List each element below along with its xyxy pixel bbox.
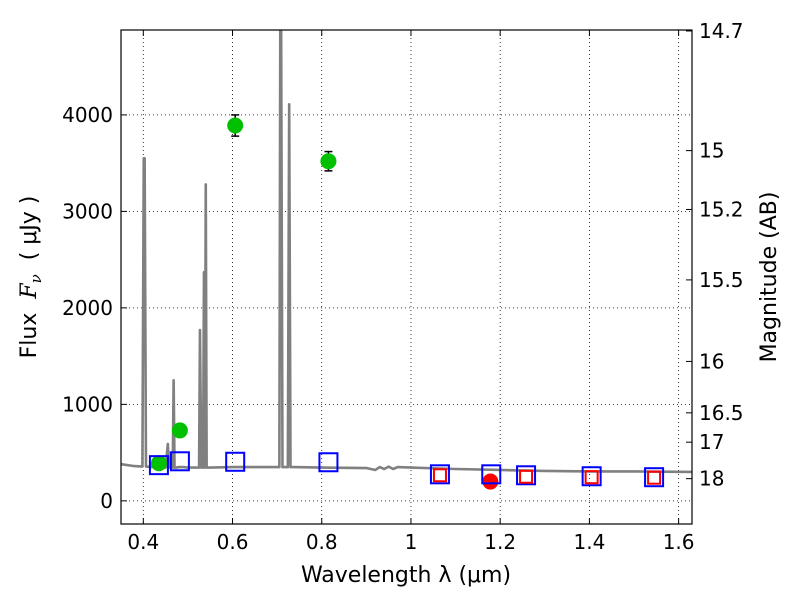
- photometry-point: [150, 455, 167, 472]
- axis-ticks: 0.4 0.6 0.8 1 1.2 1.4 1.6 0 1000 2000 3000 4000 14.7…: [62, 19, 743, 554]
- model-photometry-marker: [148, 455, 169, 476]
- x-tick-label: 0.6: [217, 530, 249, 554]
- model-photometry-marker: [169, 451, 190, 472]
- y-tick-label: 2000: [62, 296, 113, 320]
- model-photometry-marker: [225, 451, 246, 472]
- photometry-point: [227, 117, 244, 134]
- mag-tick-label: 17: [699, 430, 724, 454]
- model-photometry-marker-red: [519, 469, 534, 484]
- mag-tick-label: 15.5: [699, 268, 744, 292]
- mag-tick-label: 15.2: [699, 197, 744, 221]
- y-tick-label: 3000: [62, 199, 113, 223]
- y-axis-label: Flux Fν ( μJy ): [17, 196, 45, 359]
- x-tick-label: 0.4: [127, 530, 159, 554]
- mag-tick-label: 15: [699, 139, 724, 163]
- model-photometry-marker: [318, 452, 339, 473]
- x-tick-label: 1.4: [573, 530, 605, 554]
- plot-frame: [120, 29, 693, 525]
- x-tick-label: 1.2: [484, 530, 516, 554]
- model-photometry-marker: [429, 464, 450, 485]
- model-photometry-marker-red: [584, 470, 599, 485]
- mag-tick-label: 18: [699, 467, 724, 491]
- model-photometry-marker: [516, 465, 537, 486]
- x-tick-label: 0.8: [306, 530, 338, 554]
- mag-tick-label: 16: [699, 349, 724, 373]
- y-tick-label: 1000: [62, 392, 113, 416]
- model-photometry-marker: [481, 464, 502, 485]
- x-axis-label: Wavelength λ (μm): [301, 563, 511, 588]
- model-photometry-marker-red: [647, 470, 662, 485]
- plot-data: [121, 30, 692, 490]
- mag-tick-label: 14.7: [699, 19, 744, 43]
- model-photometry-marker: [581, 466, 602, 487]
- model-photometry-marker: [644, 467, 665, 488]
- y-tick-label: 0: [100, 489, 113, 513]
- upper-limit-point: [482, 473, 499, 490]
- x-tick-label: 1.6: [663, 530, 695, 554]
- photometry-point: [171, 422, 188, 439]
- x-tick-label: 1: [405, 530, 418, 554]
- y-tick-label: 4000: [62, 103, 113, 127]
- y2-axis-label: Magnitude (AB): [757, 192, 782, 363]
- photometry-point: [320, 153, 337, 170]
- model-photometry-marker-red: [432, 468, 447, 483]
- mag-tick-label: 16.5: [699, 401, 744, 425]
- model-spectrum-line: [121, 30, 692, 474]
